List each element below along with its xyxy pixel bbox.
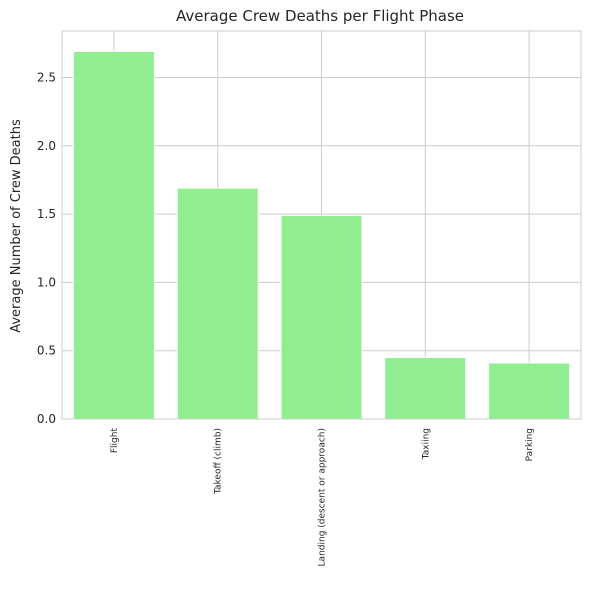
bar-flight — [72, 50, 155, 420]
y-tick-labels: 0.0 0.5 1.0 1.5 2.0 2.5 — [37, 70, 56, 426]
x-tick-label: Parking — [525, 428, 535, 461]
y-axis-label: Average Number of Crew Deaths — [9, 119, 24, 333]
y-tick-label: 2.0 — [37, 139, 56, 153]
bar-takeoff-climb — [176, 187, 259, 420]
y-tick-label: 1.0 — [37, 275, 56, 289]
y-tick-label: 2.5 — [37, 70, 56, 84]
chart-title: Average Crew Deaths per Flight Phase — [176, 7, 464, 25]
x-tick-label: Landing (descent or approach) — [318, 428, 328, 566]
y-tick-label: 0.0 — [37, 412, 56, 426]
x-tick-label: Taxiing — [421, 428, 431, 460]
bars — [72, 50, 571, 420]
bar-taxiing — [384, 357, 467, 420]
x-tick-labels: Flight Takeoff (climb) Landing (descent or… — [110, 428, 535, 567]
plot-area-frame — [61, 30, 582, 420]
bar-parking — [488, 362, 571, 420]
x-tick-label: Takeoff (climb) — [214, 428, 224, 495]
bar-landing-descent-or-approach — [280, 214, 363, 420]
y-tick-label: 0.5 — [37, 344, 56, 358]
x-tick-label: Flight — [110, 428, 120, 454]
y-tick-label: 1.5 — [37, 207, 56, 221]
